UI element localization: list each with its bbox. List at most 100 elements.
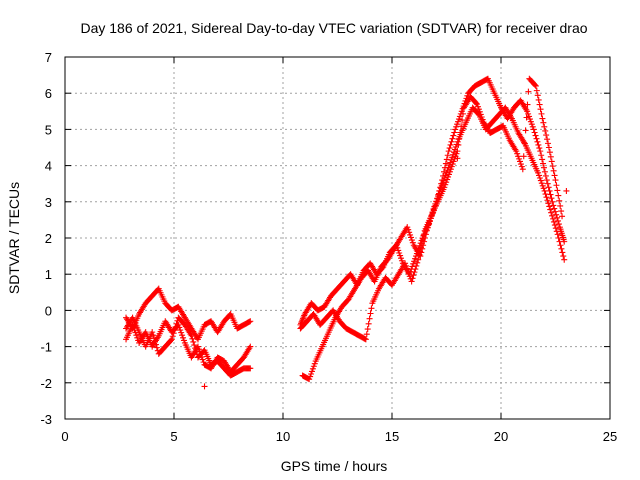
data-point <box>520 153 527 160</box>
data-point <box>364 326 371 333</box>
data-point <box>152 338 159 345</box>
data-point <box>538 180 545 187</box>
data-point <box>474 101 481 108</box>
data-point <box>550 215 557 222</box>
x-tick-labels: 0 5 10 15 20 25 <box>61 429 617 444</box>
data-point <box>404 224 411 231</box>
data-point <box>418 249 425 256</box>
x-tick-label: 20 <box>494 429 508 444</box>
data-point <box>152 341 159 348</box>
data-point <box>543 177 550 184</box>
data-point <box>537 106 544 113</box>
data-point <box>548 195 555 202</box>
data-point <box>475 106 482 113</box>
data-point <box>543 194 550 201</box>
data-point <box>529 123 536 130</box>
data-point <box>545 144 552 151</box>
data-point <box>247 318 254 325</box>
data-point <box>546 203 553 210</box>
data-point <box>171 327 178 334</box>
data-point <box>453 150 460 157</box>
data-point <box>553 182 560 189</box>
data-point <box>452 126 459 133</box>
data-point <box>513 148 520 155</box>
y-tick-label: 4 <box>45 159 52 174</box>
data-point <box>151 335 158 342</box>
data-point <box>563 187 570 194</box>
data-point <box>460 110 467 117</box>
data-point <box>559 213 566 220</box>
data-point <box>247 365 254 372</box>
data-point <box>524 101 531 108</box>
data-point <box>543 132 550 139</box>
data-point <box>308 371 315 378</box>
x-tick-label: 0 <box>61 429 68 444</box>
data-point <box>539 115 546 122</box>
data-point <box>457 129 464 136</box>
data-point <box>363 331 370 338</box>
data-point <box>409 275 416 282</box>
x-tick-label: 25 <box>603 429 617 444</box>
data-point <box>545 200 552 207</box>
data-point <box>544 136 551 143</box>
data-point <box>558 245 565 252</box>
y-tick-label: 0 <box>45 303 52 318</box>
y-tick-label: 6 <box>45 86 52 101</box>
data-point <box>406 229 413 236</box>
data-point <box>367 310 374 317</box>
data-point <box>180 334 187 341</box>
data-point <box>445 148 452 155</box>
data-point <box>446 145 453 152</box>
data-point <box>442 160 449 167</box>
series-outliers <box>201 155 570 390</box>
data-point <box>551 222 558 229</box>
data-point <box>555 235 562 241</box>
data-point <box>445 173 452 180</box>
data-point <box>542 172 549 179</box>
data-point <box>450 158 457 165</box>
data-point <box>179 332 186 339</box>
y-tick-label: -1 <box>40 340 52 355</box>
data-point <box>446 168 453 175</box>
data-point <box>168 336 175 343</box>
data-point <box>170 330 177 337</box>
data-point <box>306 376 313 383</box>
data-point <box>555 192 562 199</box>
data-point <box>415 256 422 263</box>
data-point <box>535 141 542 148</box>
data-point <box>549 198 556 205</box>
data-point <box>311 360 318 367</box>
data-point <box>403 265 410 272</box>
data-point <box>536 175 543 182</box>
data-point <box>368 305 375 312</box>
data-point <box>533 87 540 94</box>
data-point <box>417 244 424 251</box>
data-point <box>308 368 315 375</box>
y-axis-title: SDTVAR / TECUs <box>6 182 22 294</box>
data-point <box>522 127 529 134</box>
data-point <box>365 320 372 327</box>
data-point <box>402 260 409 267</box>
data-point <box>532 82 539 89</box>
y-tick-label: 5 <box>45 122 52 137</box>
data-point <box>441 184 448 191</box>
data-point <box>548 158 555 165</box>
data-point <box>454 148 461 155</box>
data-point <box>190 338 197 345</box>
data-point <box>178 329 185 336</box>
data-point <box>552 208 559 215</box>
data-point <box>541 168 548 175</box>
data-point <box>396 249 403 256</box>
data-point <box>201 383 208 390</box>
data-point <box>550 202 557 209</box>
data-point <box>544 197 551 204</box>
data-point <box>535 169 542 176</box>
data-point <box>559 249 566 256</box>
data-point <box>408 278 415 285</box>
data-point <box>532 132 539 139</box>
data-point <box>412 266 419 273</box>
data-point <box>149 329 156 336</box>
data-point <box>414 259 421 266</box>
data-point <box>556 238 563 245</box>
data-point <box>444 152 451 159</box>
